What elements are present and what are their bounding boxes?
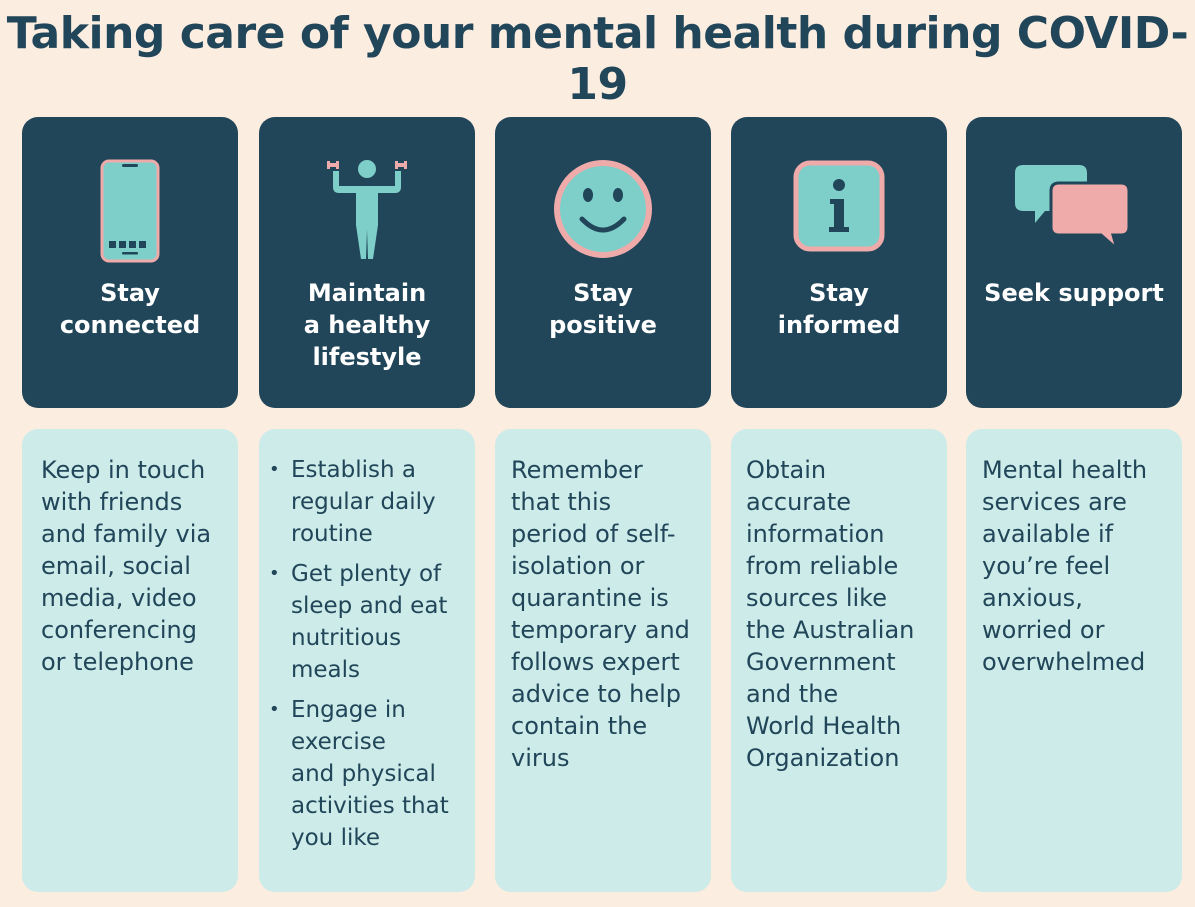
card-text: Keep in touch with friends and family vi…	[41, 456, 212, 676]
card-stay-connected: Stay connected Keep in touch with friend…	[22, 117, 238, 892]
smartphone-icon	[22, 157, 238, 267]
card-header: Stay connected	[22, 117, 238, 408]
speech-bubbles-icon	[966, 157, 1182, 267]
smiley-face-icon	[495, 157, 711, 267]
card-seek-support: Seek support Mental health services are …	[966, 117, 1182, 892]
card-text: Remember that this period of self- isola…	[511, 456, 690, 772]
list-item: Establish a regular daily routine	[269, 454, 465, 550]
page-title: Taking care of your mental health during…	[6, 8, 1189, 110]
info-icon	[731, 157, 947, 267]
card-heading: Stay connected	[59, 279, 201, 339]
card-text: Obtain accurate information from reliabl…	[746, 456, 915, 772]
card-header: Maintain a healthy lifestyle	[259, 117, 475, 408]
card-body: Obtain accurate information from reliabl…	[731, 429, 947, 892]
card-heading: Stay positive	[549, 279, 657, 339]
card-body: Mental health services are available if …	[966, 429, 1182, 892]
card-healthy-lifestyle: Maintain a healthy lifestyle Establish a…	[259, 117, 475, 892]
card-heading: Seek support	[984, 279, 1164, 307]
card-body: Remember that this period of self- isola…	[495, 429, 711, 892]
bullet-list: Establish a regular daily routine Get pl…	[269, 454, 465, 854]
card-heading: Stay informed	[777, 279, 901, 339]
card-header: Seek support	[966, 117, 1182, 408]
card-stay-positive: Stay positive Remember that this period …	[495, 117, 711, 892]
card-header: Stay positive	[495, 117, 711, 408]
card-heading: Maintain a healthy lifestyle	[303, 279, 431, 371]
card-text: Mental health services are available if …	[982, 456, 1148, 676]
exercise-person-icon	[259, 157, 475, 267]
card-stay-informed: Stay informed Obtain accurate informatio…	[731, 117, 947, 892]
card-body: Establish a regular daily routine Get pl…	[259, 429, 475, 892]
card-header: Stay informed	[731, 117, 947, 408]
list-item: Get plenty of sleep and eat nutritious m…	[269, 558, 465, 686]
list-item: Engage in exercise and physical activiti…	[269, 694, 465, 854]
card-body: Keep in touch with friends and family vi…	[22, 429, 238, 892]
